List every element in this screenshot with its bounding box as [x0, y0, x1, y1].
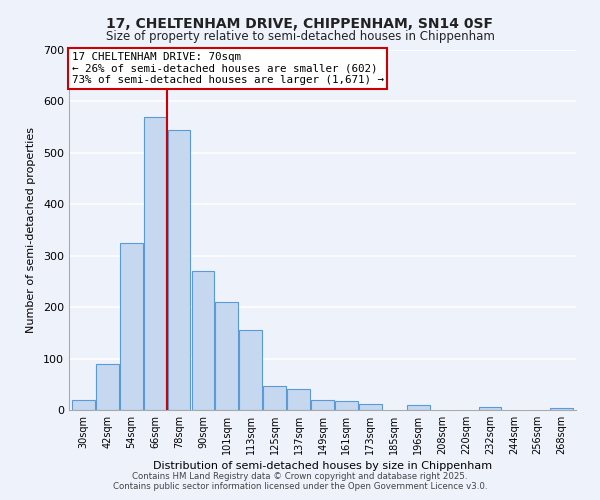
Bar: [550, 408, 573, 410]
Text: Size of property relative to semi-detached houses in Chippenham: Size of property relative to semi-detach…: [106, 30, 494, 43]
Bar: [359, 404, 382, 410]
Bar: [96, 364, 119, 410]
Bar: [239, 330, 262, 410]
Bar: [311, 400, 334, 410]
Bar: [263, 386, 286, 410]
Bar: [479, 408, 501, 410]
Text: Contains HM Land Registry data © Crown copyright and database right 2025.: Contains HM Land Registry data © Crown c…: [132, 472, 468, 481]
Text: 17, CHELTENHAM DRIVE, CHIPPENHAM, SN14 0SF: 17, CHELTENHAM DRIVE, CHIPPENHAM, SN14 0…: [107, 18, 493, 32]
X-axis label: Distribution of semi-detached houses by size in Chippenham: Distribution of semi-detached houses by …: [153, 461, 492, 471]
Bar: [120, 243, 143, 410]
Bar: [144, 117, 166, 410]
Bar: [167, 130, 190, 410]
Bar: [335, 400, 358, 410]
Bar: [72, 400, 95, 410]
Bar: [215, 302, 238, 410]
Bar: [287, 390, 310, 410]
Bar: [191, 271, 214, 410]
Text: 17 CHELTENHAM DRIVE: 70sqm
← 26% of semi-detached houses are smaller (602)
73% o: 17 CHELTENHAM DRIVE: 70sqm ← 26% of semi…: [71, 52, 383, 85]
Bar: [407, 405, 430, 410]
Y-axis label: Number of semi-detached properties: Number of semi-detached properties: [26, 127, 36, 333]
Text: Contains public sector information licensed under the Open Government Licence v3: Contains public sector information licen…: [113, 482, 487, 491]
